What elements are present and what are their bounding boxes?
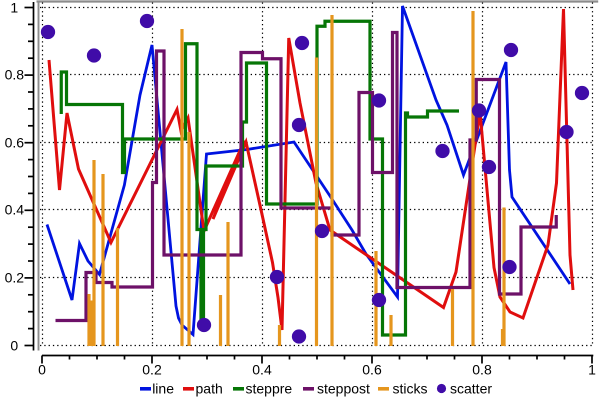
svg-text:1: 1 — [10, 0, 18, 16]
svg-text:steppre: steppre — [246, 381, 293, 397]
svg-text:0: 0 — [38, 362, 46, 378]
svg-text:sticks: sticks — [393, 381, 428, 397]
svg-text:0.6: 0.6 — [5, 135, 25, 151]
svg-text:0.8: 0.8 — [5, 67, 25, 83]
svg-text:0.8: 0.8 — [472, 362, 492, 378]
svg-text:1: 1 — [588, 362, 596, 378]
svg-text:0.6: 0.6 — [362, 362, 382, 378]
svg-text:scatter: scatter — [450, 381, 492, 397]
svg-text:0.2: 0.2 — [5, 270, 25, 286]
svg-text:0.4: 0.4 — [252, 362, 272, 378]
svg-text:path: path — [196, 381, 223, 397]
svg-text:0.4: 0.4 — [5, 202, 25, 218]
svg-text:0.2: 0.2 — [142, 362, 162, 378]
svg-text:steppost: steppost — [317, 381, 370, 397]
svg-text:line: line — [152, 381, 174, 397]
svg-text:0: 0 — [10, 338, 18, 354]
